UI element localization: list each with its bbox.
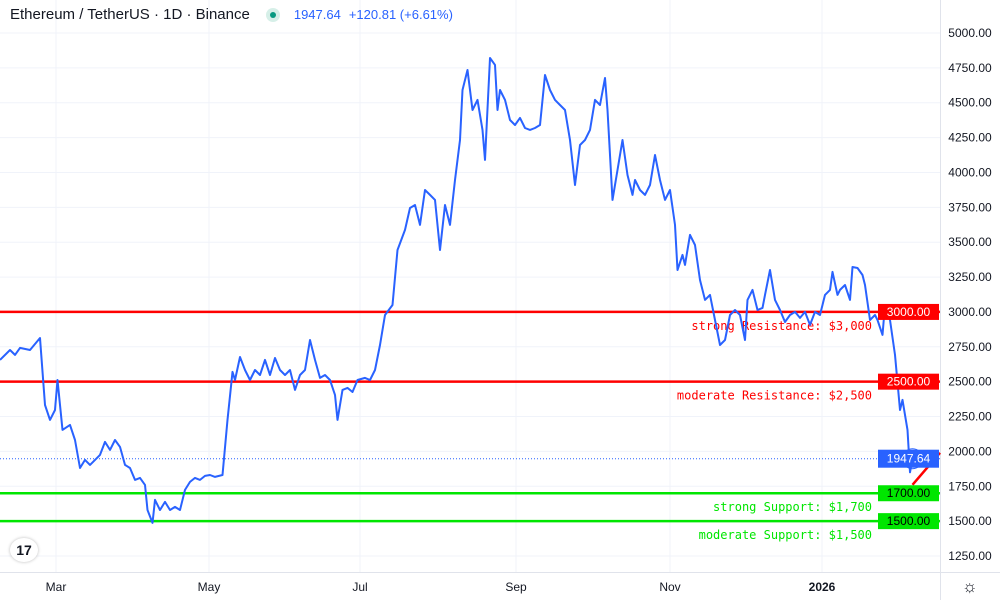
level-annotation: moderate Support: $1,500 xyxy=(699,528,872,542)
level-price-tag xyxy=(878,373,939,390)
x-tick-label: Mar xyxy=(46,580,67,594)
y-tick-label: 1250.00 xyxy=(948,549,992,563)
y-tick-label: 4250.00 xyxy=(948,131,992,145)
level-price-label: 2500.00 xyxy=(887,375,931,389)
level-price-tag xyxy=(878,303,939,320)
y-tick-label: 2250.00 xyxy=(948,410,992,424)
y-tick-label: 5000.00 xyxy=(948,26,992,40)
x-tick-label: Nov xyxy=(659,580,680,594)
market-status-icon xyxy=(265,7,280,22)
level-annotation: strong Resistance: $3,000 xyxy=(691,319,872,333)
y-tick-label: 3750.00 xyxy=(948,200,992,214)
y-tick-label: 4750.00 xyxy=(948,61,992,75)
x-tick-label: 2026 xyxy=(809,580,836,594)
x-tick-label: Jul xyxy=(352,580,367,594)
y-tick-label: 4500.00 xyxy=(948,96,992,110)
level-annotation: moderate Resistance: $2,500 xyxy=(677,389,872,403)
chart-header: Ethereum / TetherUS · 1D · Binance 1947.… xyxy=(10,6,453,23)
last-price-label: 1947.64 xyxy=(887,452,931,466)
last-price-tag xyxy=(878,449,939,468)
level-price-label: 3000.00 xyxy=(887,305,931,319)
y-tick-label: 2750.00 xyxy=(948,340,992,354)
level-price-label: 1700.00 xyxy=(887,486,931,500)
last-price: 1947.64 xyxy=(293,7,341,22)
y-tick-label: 3000.00 xyxy=(948,305,992,319)
level-annotation: strong Support: $1,700 xyxy=(713,500,872,514)
tradingview-logo-icon[interactable]: 17 xyxy=(10,538,38,562)
y-tick-label: 3500.00 xyxy=(948,235,992,249)
y-tick-label: 2000.00 xyxy=(948,444,992,458)
y-tick-label: 4000.00 xyxy=(948,165,992,179)
price-change: +120.81 (+6.61%) xyxy=(348,7,453,22)
y-tick-label: 3250.00 xyxy=(948,270,992,284)
x-tick-label: Sep xyxy=(505,580,527,594)
level-price-tag xyxy=(878,485,939,502)
level-price-tag xyxy=(878,513,939,530)
x-tick-label: May xyxy=(198,580,221,594)
settings-gear-icon[interactable]: ☼ xyxy=(962,577,978,596)
y-tick-label: 2500.00 xyxy=(948,375,992,389)
y-tick-label: 1500.00 xyxy=(948,514,992,528)
y-tick-label: 1750.00 xyxy=(948,479,992,493)
price-line xyxy=(0,57,914,524)
level-price-label: 1500.00 xyxy=(887,514,931,528)
symbol-title[interactable]: Ethereum / TetherUS · 1D · Binance xyxy=(10,6,250,23)
